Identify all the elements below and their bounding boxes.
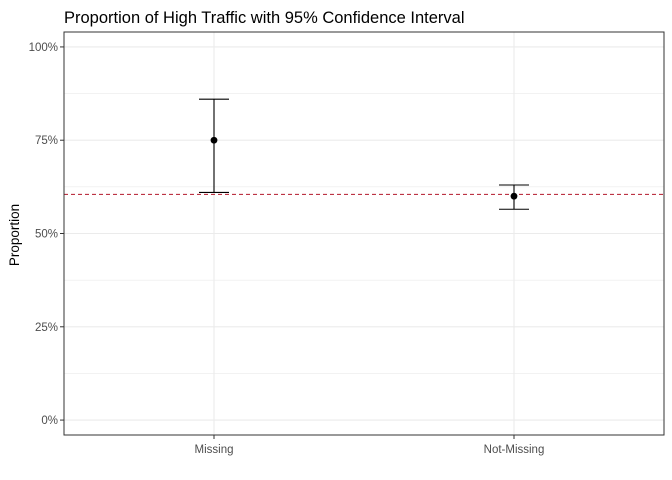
x-tick-label: Not-Missing (484, 444, 545, 456)
axis-ticks: 0% 25% 50% 75% 100% Missing Not-Missing (29, 42, 545, 456)
grid-lines (64, 32, 664, 435)
x-tick-label: Missing (195, 444, 234, 456)
y-tick-label: 100% (29, 42, 58, 54)
y-tick-label: 50% (35, 229, 58, 241)
estimate-point (210, 136, 218, 144)
estimate-point (510, 192, 518, 200)
y-axis-title: Proportion (7, 204, 22, 266)
data-marks (199, 98, 529, 210)
y-tick-label: 0% (41, 415, 58, 427)
chart-title: Proportion of High Traffic with 95% Conf… (64, 9, 465, 27)
y-tick-label: 75% (35, 135, 58, 147)
y-tick-label: 25% (35, 322, 58, 334)
